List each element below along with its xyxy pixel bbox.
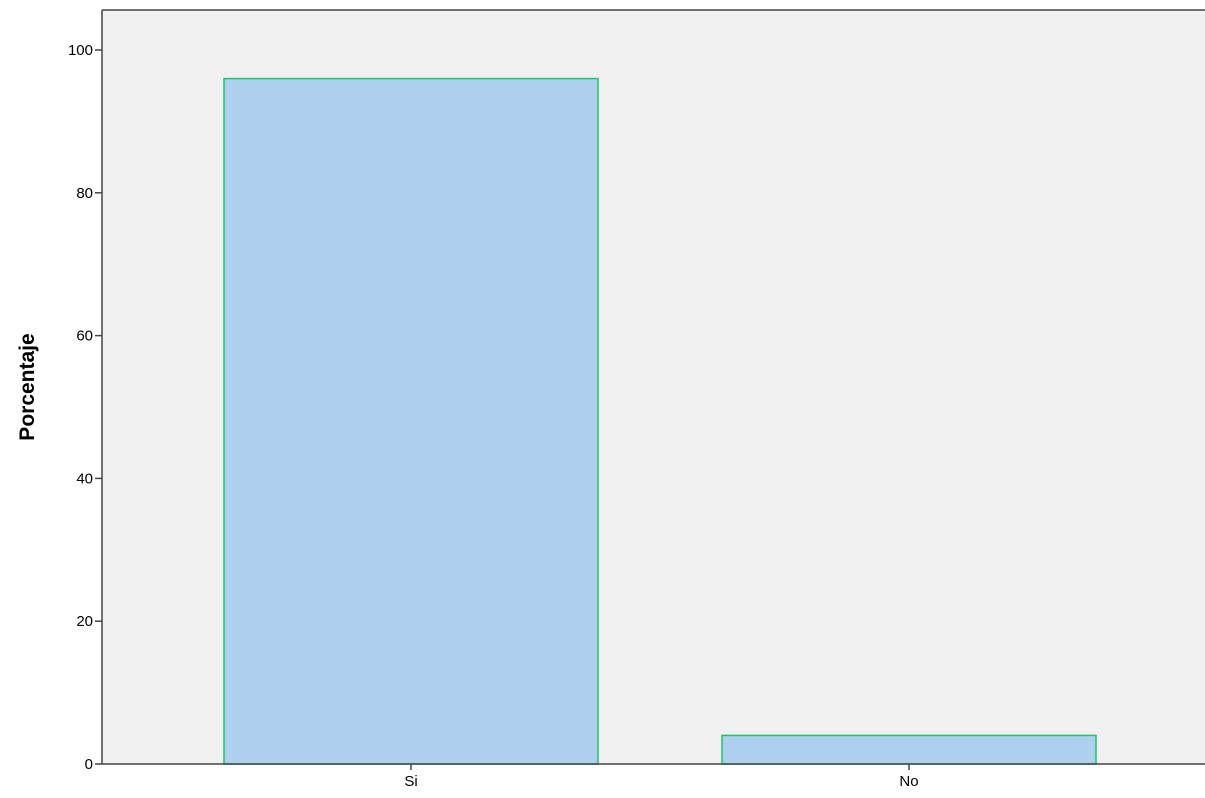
y-tick-label: 100: [68, 42, 93, 59]
y-axis-title: Porcentaje: [16, 333, 39, 440]
y-tick-label: 80: [76, 185, 93, 202]
x-tick-label: Si: [404, 773, 417, 790]
y-tick-label: 60: [76, 328, 93, 345]
x-axis-ticks: Si No: [404, 764, 919, 790]
bar-no: [721, 734, 1097, 765]
y-tick-label: 0: [85, 756, 93, 773]
y-axis-ticks: 0 20 40 60 80 100: [68, 42, 102, 773]
bar-si: [223, 77, 599, 765]
bars-group: [223, 77, 1097, 765]
y-tick-label: 40: [76, 470, 93, 487]
y-tick-label: 20: [76, 613, 93, 630]
x-tick-label: No: [899, 773, 918, 790]
